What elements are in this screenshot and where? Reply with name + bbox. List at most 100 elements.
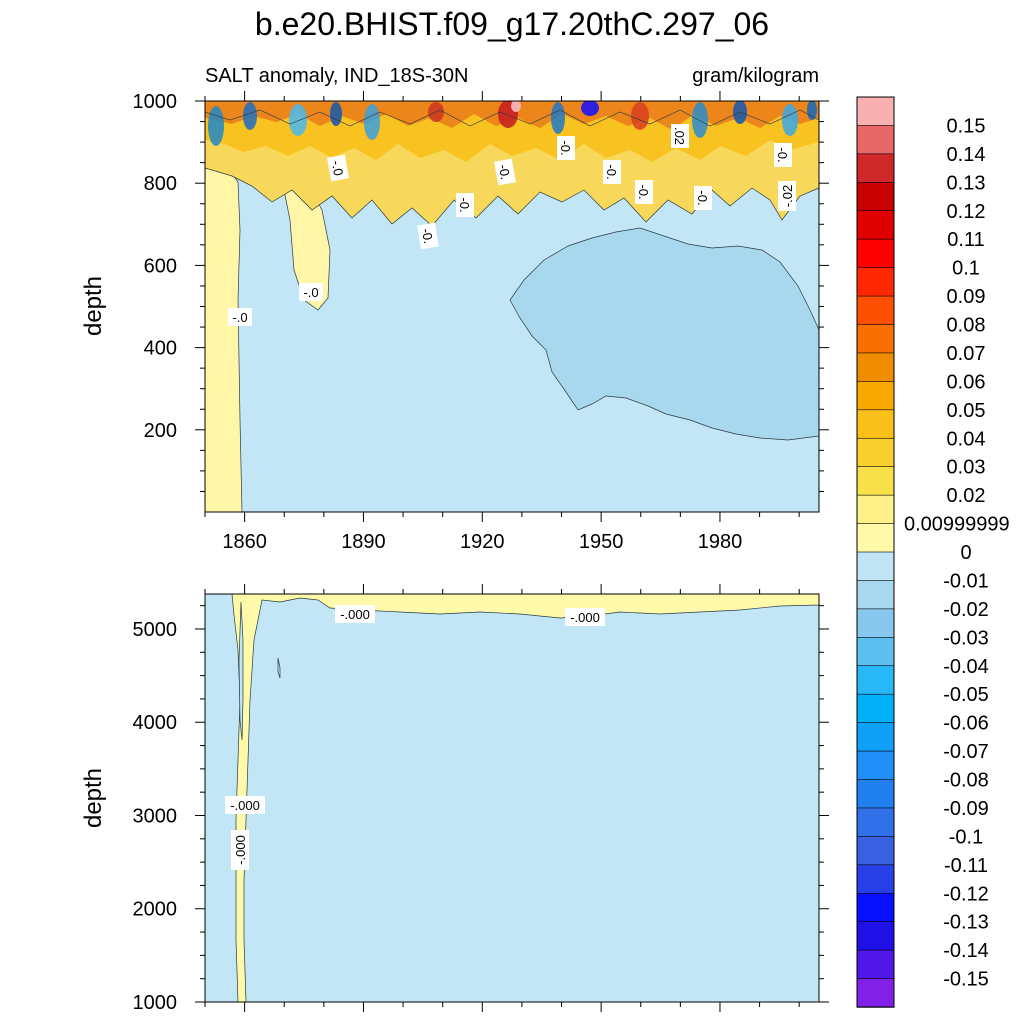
colorbar-label: 0.00999999: [904, 514, 1010, 536]
colorbar-swatch: [856, 381, 895, 411]
colorbar-label: 0.11: [947, 229, 984, 251]
surface-patch: [782, 104, 798, 136]
colorbar-swatch: [856, 267, 895, 297]
colorbar-label: 0.03: [947, 457, 986, 479]
colorbar-swatch: [856, 238, 895, 269]
lower-plot-area: [205, 594, 819, 1002]
surface-patch: [330, 102, 342, 126]
surface-patch: [511, 101, 521, 112]
colorbar-label: -0.06: [943, 713, 989, 735]
colorbar-swatch: [856, 949, 895, 980]
colorbar-label: 0.06: [947, 371, 986, 393]
lower-contour-labels: -.000 -.000 -.000 -.000: [225, 605, 605, 870]
contour-label: -0.: [775, 147, 790, 162]
colorbar-label: -0.1: [949, 826, 983, 848]
upper-contour-line: [205, 109, 819, 127]
colorbar-swatch: [856, 637, 895, 667]
surface-patch: [581, 101, 599, 116]
colorbar-label: -0.02: [943, 599, 989, 621]
contour-label: -0.: [695, 190, 710, 205]
lower-panel: -.000 -.000 -.000 -.000 1000 2000 3000 4000…: [80, 584, 829, 1014]
lower-negative-fleck: [277, 657, 281, 679]
contour-label: -.0: [303, 285, 318, 300]
y-tick-label: 600: [144, 255, 177, 277]
upper-positive-strip-left: [205, 159, 243, 512]
surface-patch: [364, 104, 380, 140]
colorbar-swatch: [856, 153, 895, 184]
colorbar-swatch: [856, 864, 895, 894]
lower-y-axis-label: depth: [80, 768, 107, 828]
colorbar-swatch: [856, 836, 895, 866]
colorbar-swatch: [856, 807, 895, 838]
contour-label: -.0: [329, 159, 346, 177]
upper-left-label: SALT anomaly, IND_18S-30N: [205, 65, 468, 87]
colorbar-label: 0.09: [947, 286, 986, 308]
surface-patch: [243, 102, 257, 130]
upper-panel: SALT anomaly, IND_18S-30N gram/kilogram: [80, 65, 829, 553]
colorbar-swatch: [856, 96, 895, 127]
y-tick-label: 2000: [133, 899, 178, 921]
colorbar-label: -0.05: [943, 684, 989, 706]
colorbar-label: -0.09: [943, 798, 989, 820]
colorbar-label: -0.13: [943, 912, 989, 934]
lower-negative-streak: [238, 601, 244, 741]
colorbar-border: [856, 96, 895, 1008]
y-tick-label: 3000: [133, 805, 178, 827]
x-tick-label: 1980: [698, 531, 743, 553]
colorbar-label: 0.15: [947, 115, 986, 137]
colorbar-swatch: [856, 409, 895, 439]
upper-y-axis-label: depth: [80, 276, 107, 336]
colorbar-label: 0.08: [947, 315, 986, 337]
contour-label: -.000: [233, 835, 248, 865]
y-tick-label: 1000: [133, 992, 178, 1014]
lower-plot-border: [204, 593, 820, 1003]
colorbar-swatch: [856, 665, 895, 695]
colorbar-swatch: [856, 722, 895, 752]
colorbar-swatch: [856, 608, 895, 639]
colorbar-label: 0.02: [947, 485, 986, 507]
contour-label: -0.: [457, 197, 472, 212]
colorbar-swatch: [856, 352, 895, 383]
y-tick-label: 5000: [133, 619, 178, 641]
colorbar-label: 0.05: [947, 400, 986, 422]
colorbar-swatch: [856, 779, 895, 809]
colorbar: 0.15 0.14 0.13 0.12 0.11 0.1 0.09 0.08 0.07 0.06 0…: [856, 96, 1010, 1008]
colorbar-swatch: [856, 494, 895, 525]
colorbar-label: -0.03: [943, 627, 989, 649]
colorbar-label: 0.1: [952, 258, 980, 280]
surface-patch: [551, 102, 565, 134]
upper-contour-labels: -.0 -.0 -.0 -0. -0. -0. -0. -0. -0. .02 …: [228, 124, 796, 326]
colorbar-label: 0.07: [947, 343, 986, 365]
upper-axes: 1860 1890 1920 1950 1980 200 400 600 800 1000: [133, 91, 829, 553]
colorbar-swatch: [856, 750, 895, 781]
y-tick-label: 4000: [133, 712, 178, 734]
x-tick-label: 1860: [222, 531, 267, 553]
surface-patch: [733, 101, 747, 124]
contour-label: -.000: [570, 610, 600, 625]
colorbar-swatch: [856, 295, 895, 326]
colorbar-label: -0.15: [943, 969, 989, 991]
upper-right-label: gram/kilogram: [692, 65, 819, 87]
colorbar-label: -0.01: [943, 570, 989, 592]
figure-title: b.e20.BHIST.f09_g17.20thC.297_06: [255, 6, 769, 42]
contour-label: -0.: [604, 164, 619, 179]
colorbar-swatch: [856, 125, 895, 155]
colorbar-swatch: [856, 693, 895, 724]
colorbar-label: 0.13: [947, 172, 986, 194]
colorbar-label: -0.04: [943, 656, 989, 678]
colorbar-label: -0.07: [943, 741, 989, 763]
y-tick-label: 1000: [133, 91, 178, 113]
surface-patch: [289, 104, 307, 136]
x-tick-label: 1890: [341, 531, 386, 553]
colorbar-label: -0.08: [943, 770, 989, 792]
colorbar-swatch: [856, 523, 895, 553]
colorbar-label: 0: [960, 542, 971, 564]
colorbar-label: 0.12: [947, 201, 986, 223]
contour-label: -0.: [419, 227, 436, 245]
lower-background-field: [205, 594, 819, 1002]
surface-patch: [807, 101, 817, 120]
colorbar-label: 0.04: [947, 428, 986, 450]
colorbar-label: -0.12: [943, 883, 989, 905]
x-tick-label: 1950: [579, 531, 624, 553]
